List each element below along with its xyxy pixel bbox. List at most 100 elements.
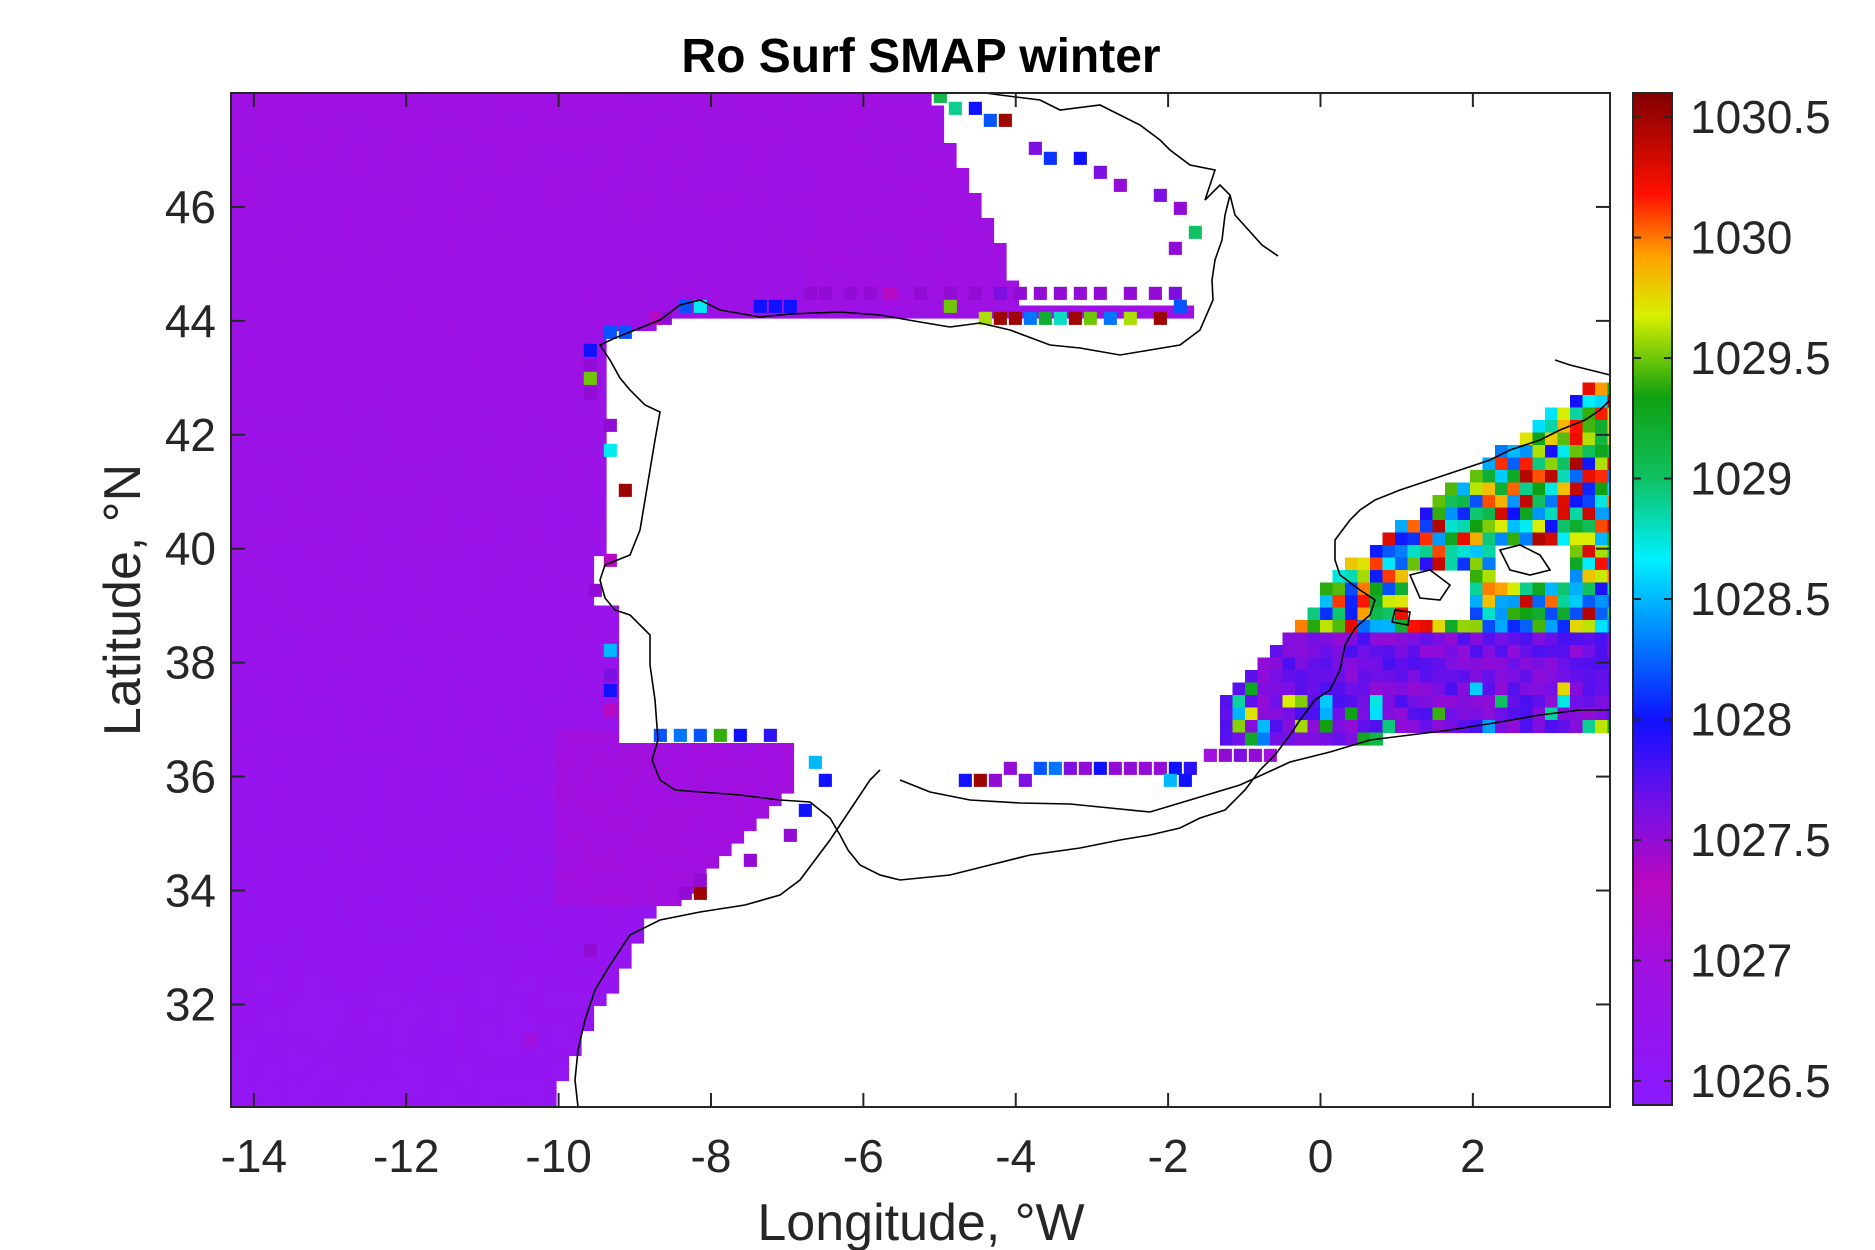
heatmap-cell	[368, 205, 382, 219]
heatmap-cell	[643, 118, 657, 132]
heatmap-cell	[456, 943, 470, 957]
heatmap-cell	[606, 755, 620, 769]
heatmap-cell	[281, 268, 295, 282]
heatmap-cell	[368, 305, 382, 319]
heatmap-cell	[631, 780, 645, 794]
heatmap-cell	[256, 268, 270, 282]
y-tick-label: 44	[165, 295, 216, 347]
heatmap-cell	[343, 580, 357, 594]
heatmap-cell	[468, 105, 482, 119]
heatmap-cell	[618, 805, 632, 819]
heatmap-cell	[331, 743, 345, 757]
heatmap-cell	[681, 818, 695, 832]
heatmap-cell	[1557, 470, 1571, 484]
heatmap-cell	[431, 243, 445, 257]
heatmap-cell	[468, 468, 482, 482]
heatmap-cell	[668, 280, 682, 294]
heatmap-cell	[293, 105, 307, 119]
heatmap-cell	[431, 605, 445, 619]
heatmap-cell	[468, 268, 482, 282]
heatmap-cell	[368, 93, 382, 107]
heatmap-cell	[481, 780, 495, 794]
heatmap-cell	[518, 930, 532, 944]
heatmap-cell	[268, 918, 282, 932]
heatmap-cell	[593, 855, 607, 869]
heatmap-cell	[543, 280, 557, 294]
heatmap-cell	[381, 880, 395, 894]
heatmap-cell	[393, 718, 407, 732]
heatmap-cell	[231, 555, 245, 569]
heatmap-cell	[643, 105, 657, 119]
heatmap-cell	[243, 643, 257, 657]
heatmap-cell	[331, 405, 345, 419]
heatmap-cell	[668, 793, 682, 807]
heatmap-cell	[368, 793, 382, 807]
heatmap-cell	[481, 1068, 495, 1082]
heatmap-cell	[518, 830, 532, 844]
heatmap-cell	[1382, 682, 1396, 696]
heatmap-cell	[606, 980, 620, 994]
heatmap-cell	[343, 530, 357, 544]
heatmap-cell	[493, 680, 507, 694]
heatmap-cell	[318, 93, 332, 107]
colorbar-tick-label: 1027	[1690, 934, 1792, 986]
heatmap-cell	[331, 430, 345, 444]
heatmap-cell	[668, 818, 682, 832]
heatmap-cell	[706, 255, 720, 269]
heatmap-cell	[581, 243, 595, 257]
heatmap-cell	[456, 1030, 470, 1044]
heatmap-cell	[556, 905, 570, 919]
heatmap-cell	[331, 518, 345, 532]
heatmap-cell	[856, 168, 870, 182]
heatmap-cell	[1270, 657, 1284, 671]
heatmap-cell	[318, 668, 332, 682]
heatmap-cell	[493, 243, 507, 257]
heatmap-cell	[731, 268, 745, 282]
heatmap-cell	[1345, 732, 1359, 746]
heatmap-cell	[343, 655, 357, 669]
heatmap-cell	[381, 643, 395, 657]
heatmap-cell	[618, 193, 632, 207]
heatmap-cell	[331, 505, 345, 519]
heatmap-cell	[543, 755, 557, 769]
heatmap-cell	[293, 830, 307, 844]
heatmap-cell	[631, 918, 645, 932]
heatmap-cell	[743, 93, 757, 107]
heatmap-cell	[543, 468, 557, 482]
heatmap-cell	[356, 580, 370, 594]
heatmap-cell	[418, 655, 432, 669]
heatmap-cell	[1248, 748, 1262, 762]
heatmap-cell	[593, 518, 607, 532]
heatmap-cell	[668, 768, 682, 782]
heatmap-cell	[618, 143, 632, 157]
heatmap-cell	[1545, 620, 1559, 634]
heatmap-cell	[981, 255, 995, 269]
heatmap-cell	[456, 155, 470, 169]
heatmap-cell	[231, 868, 245, 882]
heatmap-cell	[731, 293, 745, 307]
heatmap-cell	[956, 268, 970, 282]
heatmap-cell	[256, 368, 270, 382]
heatmap-cell	[1138, 761, 1152, 775]
heatmap-cell	[481, 868, 495, 882]
heatmap-cell	[281, 668, 295, 682]
heatmap-cell	[393, 143, 407, 157]
heatmap-cell	[243, 1080, 257, 1094]
heatmap-cell	[368, 730, 382, 744]
heatmap-cell	[243, 530, 257, 544]
heatmap-cell	[918, 305, 932, 319]
heatmap-cell	[568, 493, 582, 507]
heatmap-cell	[506, 555, 520, 569]
heatmap-cell	[1432, 507, 1446, 521]
heatmap-cell	[281, 205, 295, 219]
heatmap-cell	[918, 93, 932, 107]
heatmap-cell	[1507, 595, 1521, 609]
heatmap-cell	[318, 1018, 332, 1032]
heatmap-cell	[1168, 761, 1182, 775]
heatmap-cell	[231, 855, 245, 869]
heatmap-cell	[981, 280, 995, 294]
heatmap-cell	[1093, 165, 1107, 179]
heatmap-cell	[318, 943, 332, 957]
heatmap-cell	[753, 299, 767, 313]
heatmap-cell	[556, 443, 570, 457]
